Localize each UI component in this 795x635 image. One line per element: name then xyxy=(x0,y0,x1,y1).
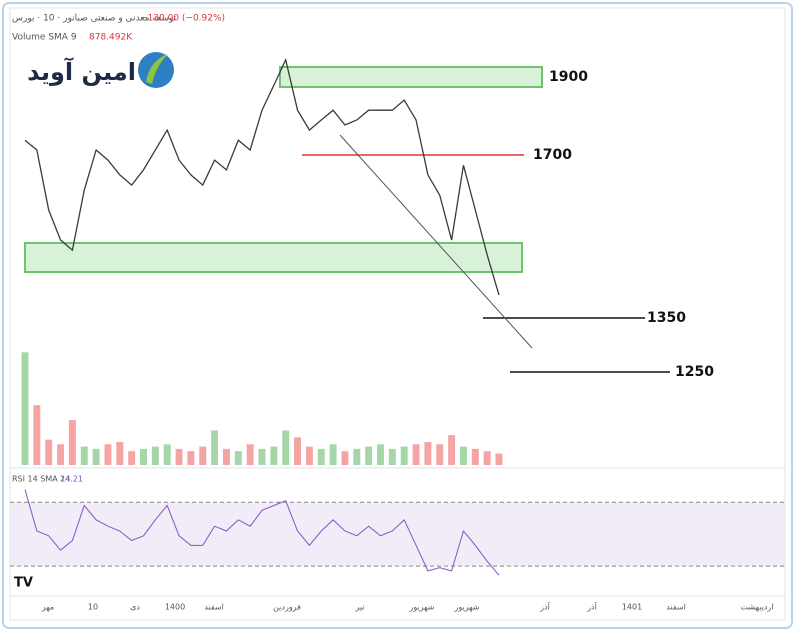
volume-bar xyxy=(222,448,230,465)
volume-bar xyxy=(68,420,76,465)
volume-bar xyxy=(341,451,349,465)
rsi-line xyxy=(24,489,500,576)
x-tick-label: آذر xyxy=(586,602,597,612)
volume-bar xyxy=(163,444,171,465)
level-label: 1700 xyxy=(533,147,572,163)
price-change: −130.00 (−0.92%) xyxy=(140,14,225,24)
volume-bar xyxy=(471,448,479,465)
x-tick-label: شهریور xyxy=(453,603,479,612)
x-tick-label: شهریور xyxy=(408,603,434,612)
brand-mark: TV xyxy=(14,576,33,591)
volume-bar xyxy=(305,446,313,465)
x-tick-label: 10 xyxy=(88,603,98,612)
volume-bar xyxy=(377,444,384,465)
price-line xyxy=(24,57,500,296)
volume-bar xyxy=(140,448,147,465)
volume-bar xyxy=(45,439,53,465)
volume-bar xyxy=(33,405,41,465)
volume-value: 878.492K xyxy=(89,33,133,43)
logo-text: امین آوید xyxy=(27,57,136,86)
volume-bar xyxy=(246,444,254,465)
volume-bar xyxy=(448,435,456,465)
volume-bar xyxy=(92,448,100,465)
volume-label: Volume SMA 9 xyxy=(12,33,77,43)
x-tick-label: تیر xyxy=(354,603,364,612)
x-tick-label: اردیبهشت xyxy=(741,603,774,612)
volume-bar xyxy=(294,437,302,465)
volume-bar xyxy=(57,444,65,465)
level-label: 1250 xyxy=(675,364,714,380)
volume-bar xyxy=(128,451,136,465)
volume-bar xyxy=(495,453,503,465)
volume-bar xyxy=(353,448,361,465)
volume-bar xyxy=(329,444,337,465)
volume-bar xyxy=(80,446,88,465)
volume-bar xyxy=(151,446,159,465)
volume-bar xyxy=(234,451,242,465)
volume-bar xyxy=(175,448,183,465)
volume-bar xyxy=(199,446,207,465)
symbol-title: توسعه معدنی و صنعتی صبانور · 10 · بورس xyxy=(12,14,177,24)
volume-bar xyxy=(258,448,266,465)
volume-bar xyxy=(400,446,408,465)
support-zone xyxy=(24,242,523,273)
trend-line xyxy=(339,134,533,349)
x-tick-label: مهر xyxy=(41,603,54,612)
volume-bar xyxy=(270,446,278,465)
rsi-band xyxy=(10,502,785,567)
volume-bar xyxy=(187,451,195,465)
level-label: 1900 xyxy=(549,69,588,85)
rsi-value: 24.21 xyxy=(60,475,83,484)
volume-bar xyxy=(317,448,325,465)
volume-bar xyxy=(211,430,219,465)
volume-bar xyxy=(436,444,444,465)
volume-bar xyxy=(459,446,467,465)
volume-bar xyxy=(21,352,29,465)
volume-bar xyxy=(104,444,112,465)
x-tick-label: 1401 xyxy=(622,603,642,612)
x-tick-label: اسفند xyxy=(204,603,224,612)
volume-bar xyxy=(116,442,124,465)
volume-bar xyxy=(388,448,396,465)
level-label: 1350 xyxy=(647,310,686,326)
x-tick-label: فروردین xyxy=(273,603,301,612)
x-tick-label: اسفند xyxy=(666,603,686,612)
volume-bar xyxy=(412,444,420,465)
x-tick-label: دی xyxy=(130,603,140,612)
x-tick-label: 1400 xyxy=(165,603,185,612)
rsi-label: RSI 14 SMA 14 xyxy=(12,475,70,484)
resistance-zone xyxy=(279,66,543,88)
x-tick-label: آذر xyxy=(539,602,550,612)
volume-bar xyxy=(483,451,491,465)
volume-bar xyxy=(365,446,373,465)
logo: امین آوید xyxy=(27,52,174,88)
volume-bar xyxy=(282,430,290,465)
volume-bar xyxy=(424,442,432,465)
